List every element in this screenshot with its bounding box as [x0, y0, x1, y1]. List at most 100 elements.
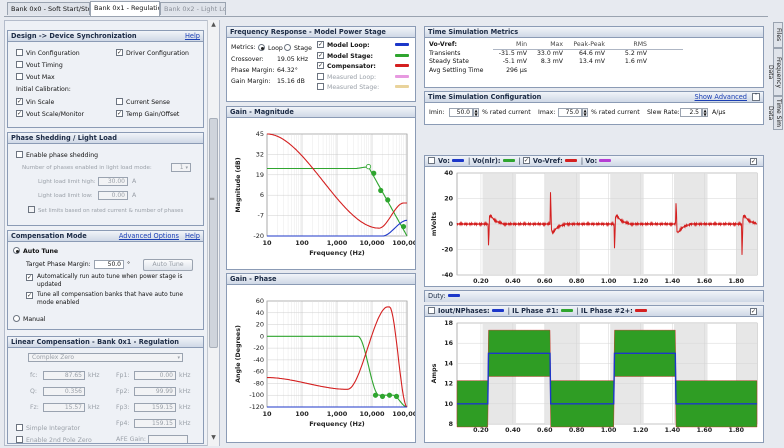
- side-tab-frequency-data[interactable]: Frequency Data: [767, 48, 783, 96]
- y-tick-label: -7: [258, 212, 264, 220]
- degree-unit: °: [127, 261, 131, 268]
- vout-max-checkbox[interactable]: Vout Max: [16, 73, 55, 82]
- afe-gain-select[interactable]: [148, 435, 188, 443]
- num-phases-select[interactable]: 1 ▾: [171, 163, 191, 172]
- fz-input[interactable]: 15.57: [43, 403, 85, 412]
- metrics-label: Metrics:: [231, 44, 256, 51]
- simple-integrator-checkbox[interactable]: Simple Integrator: [16, 424, 80, 433]
- vin-scale-checkbox[interactable]: Vin Scale: [16, 98, 54, 107]
- legend-swatch: [395, 64, 409, 67]
- side-tab-time-sim-data[interactable]: Time Sim Data: [767, 96, 783, 130]
- imax-spinner-icon[interactable]: ▲ ▼: [582, 108, 588, 117]
- curve-marker: [372, 392, 379, 398]
- fp2-input[interactable]: 99.99: [134, 387, 176, 396]
- legend-measuredloop-checkbox[interactable]: Measured Loop:: [317, 72, 409, 82]
- y-tick-label: -120: [249, 403, 264, 411]
- legend-item[interactable]: Vo(nlr):: [472, 157, 516, 165]
- legend-item[interactable]: IL Phase #2+:: [581, 307, 649, 315]
- vout-timing-checkbox[interactable]: Vout Timing: [16, 61, 63, 70]
- show-advanced-link[interactable]: Show Advanced: [694, 93, 747, 101]
- manual-radio[interactable]: Manual: [13, 315, 45, 324]
- y-tick-label: 32: [256, 150, 264, 158]
- y-axis-label: Amps: [431, 363, 438, 383]
- tab-soft-start[interactable]: Bank 0x0 - Soft Start/Stop: [7, 2, 90, 15]
- checkbox-icon[interactable]: [428, 157, 435, 164]
- driver-configuration-checkbox[interactable]: Driver Configuration: [116, 49, 189, 58]
- x-tick-label: 100: [295, 239, 309, 247]
- iout-nphases-series: [457, 352, 757, 405]
- loop-radio[interactable]: Loop: [258, 44, 283, 53]
- compensation-type-select[interactable]: Complex Zero ▾: [28, 353, 183, 362]
- frequency-legend: Model Loop: Model Stage: Compensator: Measu…: [317, 41, 413, 101]
- fp3-label: Fp3:: [116, 404, 130, 411]
- fp3-input[interactable]: 159.15: [134, 403, 176, 412]
- auto-run-checkbox[interactable]: [26, 274, 35, 282]
- legend-swatch: [491, 309, 504, 312]
- splitter-grip-icon[interactable]: ═: [210, 195, 215, 203]
- left-scrollbar[interactable]: ▲ ▼: [207, 20, 219, 446]
- x-tick-label: 0.40: [505, 427, 521, 434]
- panel-toggle-checkbox[interactable]: [750, 158, 757, 165]
- auto-tune-radio[interactable]: Auto Tune: [13, 247, 58, 256]
- auto-tune-button[interactable]: Auto Tune: [143, 259, 193, 271]
- vout-scale-checkbox[interactable]: Vout Scale/Monitor: [16, 110, 84, 119]
- imin-input[interactable]: 50.0: [449, 108, 473, 117]
- metrics-table: Vo-Vref: Min Max Peak-Peak RMS Transient…: [429, 41, 647, 75]
- collapse-icon[interactable]: ˄: [752, 93, 760, 101]
- y-tick-label: 40: [444, 170, 453, 177]
- comp-help-link[interactable]: Help: [184, 232, 200, 240]
- design-help-link[interactable]: Help: [184, 32, 200, 40]
- tab-light-load[interactable]: Bank 0x2 - Light Load: [160, 2, 226, 15]
- legend-modelloop-checkbox[interactable]: Model Loop:: [317, 41, 409, 50]
- checkbox-icon: [317, 62, 324, 69]
- legend-item[interactable]: Iout/NPhases:: [438, 307, 506, 315]
- temp-gain-checkbox[interactable]: Temp Gain/Offset: [116, 110, 179, 119]
- left-scroll-thumb[interactable]: [209, 118, 218, 348]
- imax-unit: % rated current: [591, 109, 640, 116]
- set-limits-checkbox[interactable]: Set limits based on rated current & numb…: [28, 206, 183, 215]
- current-sense-checkbox[interactable]: Current Sense: [116, 98, 170, 107]
- radio-icon: [13, 247, 20, 254]
- x-tick-label: 1.40: [665, 278, 681, 285]
- panel-toggle-checkbox[interactable]: [750, 308, 757, 315]
- legend-compensator-checkbox[interactable]: Compensator:: [317, 62, 409, 71]
- frequency-response-panel: Frequency Response - Model Power Stage M…: [226, 26, 416, 102]
- legend-item[interactable]: IL Phase #1:: [512, 307, 574, 315]
- slew-spinner-icon[interactable]: ▲ ▼: [702, 108, 708, 117]
- slew-rate-input[interactable]: 2.5: [680, 108, 702, 117]
- legend-item[interactable]: Vo:: [585, 157, 613, 165]
- imax-input[interactable]: 75.0: [558, 108, 582, 117]
- x-tick-label: 0.60: [537, 427, 553, 434]
- legend-modelstage-checkbox[interactable]: Model Stage:: [317, 51, 409, 61]
- checkbox-icon: [317, 83, 324, 90]
- tab-regulation[interactable]: Bank 0x1 - Regulation: [90, 1, 160, 16]
- side-tab-files[interactable]: Files: [773, 22, 783, 48]
- enable-2nd-pole-checkbox[interactable]: Enable 2nd Pole Zero: [16, 436, 92, 443]
- enable-phase-shedding-checkbox[interactable]: Enable phase shedding: [16, 151, 98, 160]
- imin-spinner-icon[interactable]: ▲ ▼: [473, 108, 479, 117]
- checkbox-icon[interactable]: [428, 307, 435, 314]
- legend-measuredstage-checkbox[interactable]: Measured Stage:: [317, 83, 409, 92]
- x-tick-label: 100,000: [392, 239, 415, 247]
- vin-configuration-checkbox[interactable]: Vin Configuration: [16, 49, 80, 58]
- stage-radio[interactable]: Stage: [284, 44, 312, 53]
- legend-item[interactable]: Vo-Vref:: [533, 157, 579, 165]
- tune-all-checkbox[interactable]: [26, 292, 35, 300]
- fc-input[interactable]: 87.65: [43, 371, 85, 380]
- legend-item[interactable]: Vo:: [438, 157, 466, 165]
- lim-high-input[interactable]: 30.00: [98, 177, 128, 186]
- y-tick-label: -60: [253, 368, 264, 376]
- legend-label: Iout/NPhases:: [438, 307, 490, 315]
- vo-vref-series: [456, 192, 758, 255]
- checkbox-icon[interactable]: [522, 157, 530, 164]
- q-input[interactable]: 0.356: [43, 387, 85, 396]
- fp4-input[interactable]: 159.15: [134, 419, 176, 428]
- lim-low-input[interactable]: 0.00: [98, 191, 128, 200]
- x-tick-label: 1.20: [633, 278, 649, 285]
- phase-margin-value: 64.32°: [277, 67, 298, 74]
- duty-swatch: [447, 294, 460, 297]
- fp1-input[interactable]: 0.00: [134, 371, 176, 380]
- target-phase-margin-input[interactable]: 50.0: [94, 260, 124, 269]
- advanced-options-link[interactable]: Advanced Options: [118, 232, 179, 240]
- crossover-value: 19.05 kHz: [277, 56, 309, 63]
